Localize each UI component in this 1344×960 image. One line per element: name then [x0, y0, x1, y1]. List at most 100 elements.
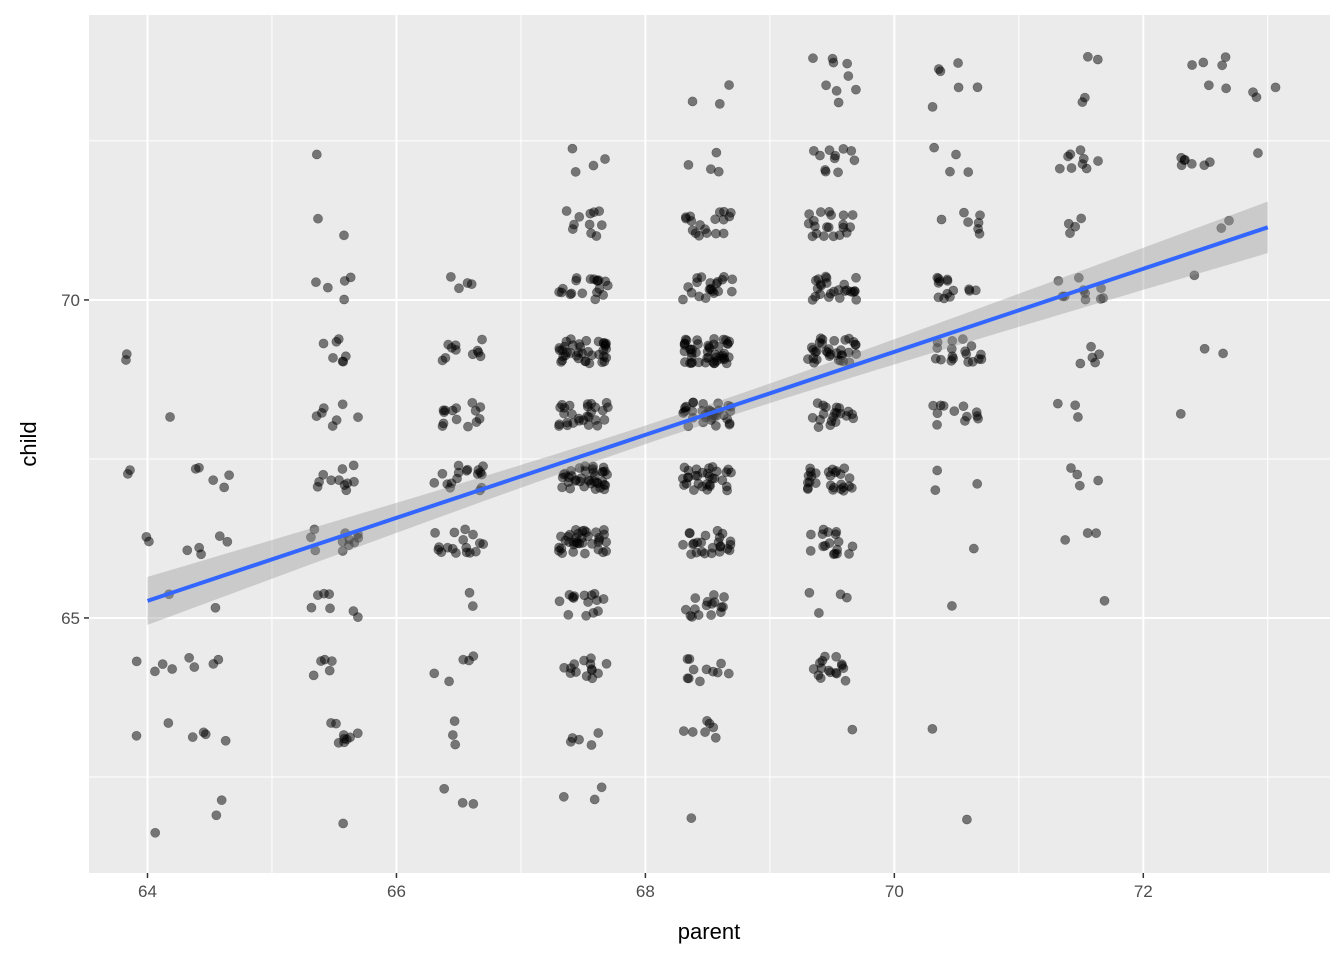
data-point: [723, 668, 734, 679]
data-point: [182, 545, 193, 556]
data-point: [568, 547, 579, 557]
data-point: [837, 660, 847, 671]
data-point: [589, 470, 600, 481]
data-point: [804, 587, 815, 598]
data-point: [1090, 357, 1101, 368]
data-point: [306, 602, 317, 613]
data-point: [712, 667, 723, 678]
data-point: [579, 590, 590, 601]
data-point: [474, 538, 485, 549]
data-point: [594, 535, 605, 546]
y-tick-label: 70: [61, 291, 80, 310]
data-point: [589, 794, 600, 805]
data-point: [693, 478, 704, 489]
data-point: [306, 532, 316, 543]
data-point: [163, 718, 174, 728]
data-point: [1175, 408, 1186, 419]
data-point: [833, 536, 844, 547]
x-tick-label: 64: [138, 882, 157, 901]
data-point: [815, 207, 826, 217]
data-point: [337, 399, 348, 410]
data-point: [812, 283, 823, 294]
data-point: [678, 294, 688, 305]
data-point: [824, 145, 835, 156]
data-point: [591, 595, 602, 606]
data-point: [976, 354, 987, 365]
data-point: [932, 343, 943, 353]
data-point: [573, 528, 584, 539]
data-point: [477, 334, 487, 345]
data-point: [933, 64, 944, 74]
data-point: [554, 596, 565, 607]
data-point: [572, 538, 583, 549]
data-point: [434, 542, 444, 553]
data-point: [450, 340, 461, 351]
data-point: [727, 274, 738, 285]
data-point: [461, 465, 472, 476]
data-point: [596, 782, 607, 793]
data-point: [847, 541, 858, 552]
data-point: [828, 231, 839, 242]
data-point: [430, 527, 440, 538]
data-point: [957, 334, 968, 344]
data-point: [838, 222, 849, 233]
data-point: [815, 150, 825, 161]
x-tick-label: 70: [885, 882, 904, 901]
data-point: [825, 480, 836, 491]
data-point: [224, 470, 235, 481]
data-point: [184, 652, 195, 663]
data-point: [314, 476, 324, 487]
data-point: [1066, 163, 1077, 173]
data-point: [565, 334, 576, 345]
data-point: [710, 732, 721, 743]
data-point: [222, 536, 233, 547]
data-point: [821, 80, 831, 91]
data-point: [683, 673, 694, 684]
data-point: [706, 610, 717, 620]
data-point: [331, 718, 341, 729]
data-point: [945, 166, 955, 177]
data-point: [830, 417, 841, 427]
data-point: [573, 347, 584, 358]
data-point: [438, 418, 449, 429]
data-point: [189, 662, 200, 672]
data-point: [714, 98, 725, 109]
data-point: [713, 286, 724, 297]
data-point: [694, 291, 705, 302]
data-point: [339, 276, 350, 286]
x-axis-title: parent: [678, 919, 740, 944]
data-point: [470, 405, 481, 416]
data-point: [437, 355, 448, 366]
data-point: [150, 666, 160, 677]
data-point: [584, 219, 595, 230]
data-point: [1198, 57, 1209, 68]
data-point: [337, 546, 348, 556]
data-point: [724, 545, 735, 556]
data-point: [833, 97, 844, 108]
data-point: [963, 217, 973, 228]
data-point: [823, 467, 834, 477]
data-point: [1176, 160, 1187, 171]
data-point: [929, 142, 940, 153]
data-point: [1216, 223, 1227, 234]
data-point: [559, 662, 570, 673]
data-point: [597, 466, 608, 477]
data-point: [810, 478, 821, 488]
data-point: [318, 403, 329, 414]
data-point: [565, 668, 576, 679]
data-point: [724, 419, 735, 430]
data-point: [584, 358, 595, 369]
data-point: [724, 80, 734, 90]
data-point: [844, 473, 855, 483]
data-point: [966, 341, 977, 351]
data-point: [847, 210, 858, 220]
data-point: [1092, 54, 1103, 65]
data-point: [586, 478, 597, 489]
data-point: [833, 285, 844, 295]
data-point: [1072, 469, 1083, 480]
data-point: [680, 604, 691, 615]
data-point: [1053, 275, 1064, 286]
data-point: [567, 409, 577, 420]
data-point: [554, 343, 565, 353]
data-point: [693, 610, 704, 620]
